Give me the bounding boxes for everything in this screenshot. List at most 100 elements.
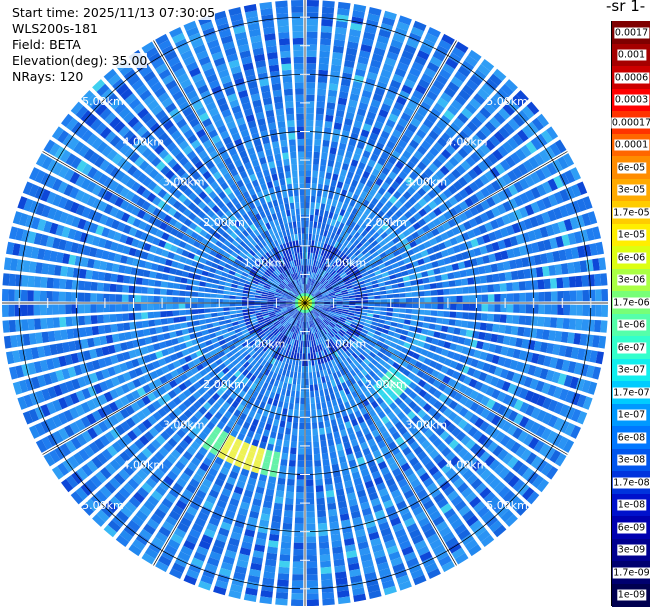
ppi-gate-cell (254, 305, 261, 308)
ppi-gate-cell (366, 255, 374, 262)
ppi-gate-cell (320, 270, 326, 277)
ppi-gate-cell (336, 201, 343, 209)
ppi-gate-cell (573, 231, 583, 244)
ppi-gate-cell (321, 236, 327, 243)
ppi-gate-cell (313, 289, 319, 294)
ppi-gate-cell (210, 293, 218, 298)
ppi-gate-cell (322, 6, 335, 14)
ppi-gate-cell (191, 309, 199, 315)
ppi-gate-cell (159, 296, 167, 303)
ppi-gate-cell (374, 87, 386, 97)
ppi-gate-cell (516, 90, 529, 104)
ppi-gate-cell (294, 517, 304, 524)
ppi-gate-cell (402, 229, 411, 238)
ppi-gate-cell (376, 114, 386, 124)
ppi-gate-cell (317, 301, 324, 303)
ppi-gate-cell (331, 239, 337, 247)
ppi-gate-cell (297, 460, 304, 468)
ppi-gate-cell (325, 258, 330, 265)
ppi-gate-cell (385, 119, 396, 129)
ppi-gate-cell (135, 277, 143, 285)
ppi-gate-cell (268, 437, 276, 445)
ppi-gate-cell (204, 303, 211, 308)
ppi-gate-cell (372, 147, 382, 157)
ppi-gate-cell (562, 318, 570, 330)
ppi-gate-cell (346, 171, 354, 179)
ppi-gate-cell (348, 185, 356, 194)
ppi-gate-cell (310, 352, 314, 360)
ppi-gate-cell (8, 273, 16, 286)
ppi-gate-cell (463, 338, 472, 347)
ppi-gate-cell (261, 296, 268, 299)
ppi-gate-cell (351, 179, 359, 188)
ppi-gate-cell (295, 511, 304, 518)
ppi-gate-cell (346, 269, 353, 276)
ppi-gate-cell (411, 314, 418, 321)
ppi-gate-cell (321, 197, 327, 205)
ppi-gate-cell (339, 85, 350, 93)
ppi-gate-cell (506, 282, 513, 292)
ppi-gate-cell (475, 130, 487, 142)
ppi-gate-cell (319, 44, 331, 52)
ppi-gate-cell (408, 196, 417, 206)
ppi-gate-cell (392, 236, 400, 244)
ppi-gate-cell (409, 139, 420, 150)
ppi-gate-cell (547, 399, 558, 412)
ppi-gate-cell (335, 27, 347, 35)
ppi-gate-cell (341, 289, 348, 293)
ppi-gate-cell (386, 140, 396, 150)
ppi-gate-cell (333, 273, 340, 279)
ppi-gate-cell (372, 283, 379, 289)
ppi-gate-cell (340, 287, 347, 292)
ppi-gate-cell (356, 262, 363, 269)
ppi-gate-cell (381, 16, 395, 27)
ppi-gate-cell (46, 291, 53, 302)
ppi-gate-cell (109, 283, 117, 292)
ppi-gate-cell (562, 153, 575, 167)
ppi-gate-cell (271, 425, 278, 433)
ppi-gate-cell (485, 78, 498, 91)
ppi-gate-cell (530, 186, 541, 199)
ppi-gate-cell (447, 272, 455, 280)
ppi-gate-cell (443, 288, 450, 295)
ppi-gate-cell (428, 276, 436, 283)
ppi-gate-cell (456, 295, 463, 303)
ppi-gate-cell (411, 285, 418, 292)
ppi-gate-cell (518, 315, 526, 325)
ppi-gate-cell (398, 287, 406, 293)
ppi-gate-cell (159, 303, 167, 310)
ppi-gate-cell (561, 234, 571, 247)
ppi-gate-cell (441, 177, 452, 187)
ppi-gate-cell (474, 381, 484, 391)
ppi-gate-cell (470, 152, 481, 163)
ppi-gate-cell (443, 341, 452, 349)
ppi-gate-cell (418, 303, 425, 309)
ppi-gate-cell (365, 224, 373, 233)
ppi-gate-cell (494, 251, 503, 262)
ppi-gate-cell (306, 536, 317, 543)
ppi-gate-cell (334, 391, 341, 399)
ppi-gate-cell (491, 388, 501, 400)
ppi-gate-cell (356, 141, 366, 150)
ppi-gate-cell (323, 307, 330, 310)
ppi-gate-cell (91, 326, 100, 336)
ppi-gate-cell (391, 181, 400, 190)
ppi-gate-cell (311, 259, 314, 266)
ppi-gate-cell (384, 161, 394, 171)
ppi-gate-cell (401, 50, 414, 61)
ppi-gate-cell (323, 304, 331, 306)
ppi-gate-cell (428, 211, 437, 220)
ppi-gate-cell (376, 259, 384, 266)
ppi-gate-cell (210, 288, 218, 294)
ppi-gate-cell (318, 235, 323, 242)
ppi-gate-cell (381, 256, 390, 263)
ppi-gate-cell (306, 498, 315, 505)
ppi-gate-cell (386, 312, 393, 317)
ppi-gate-cell (496, 262, 505, 272)
ppi-gate-cell (441, 149, 452, 160)
ppi-gate-cell (476, 340, 484, 350)
ppi-gate-cell (365, 265, 373, 272)
ppi-gate-cell (317, 222, 322, 229)
ppi-gate-cell (512, 348, 521, 359)
ppi-gate-cell (324, 283, 331, 288)
